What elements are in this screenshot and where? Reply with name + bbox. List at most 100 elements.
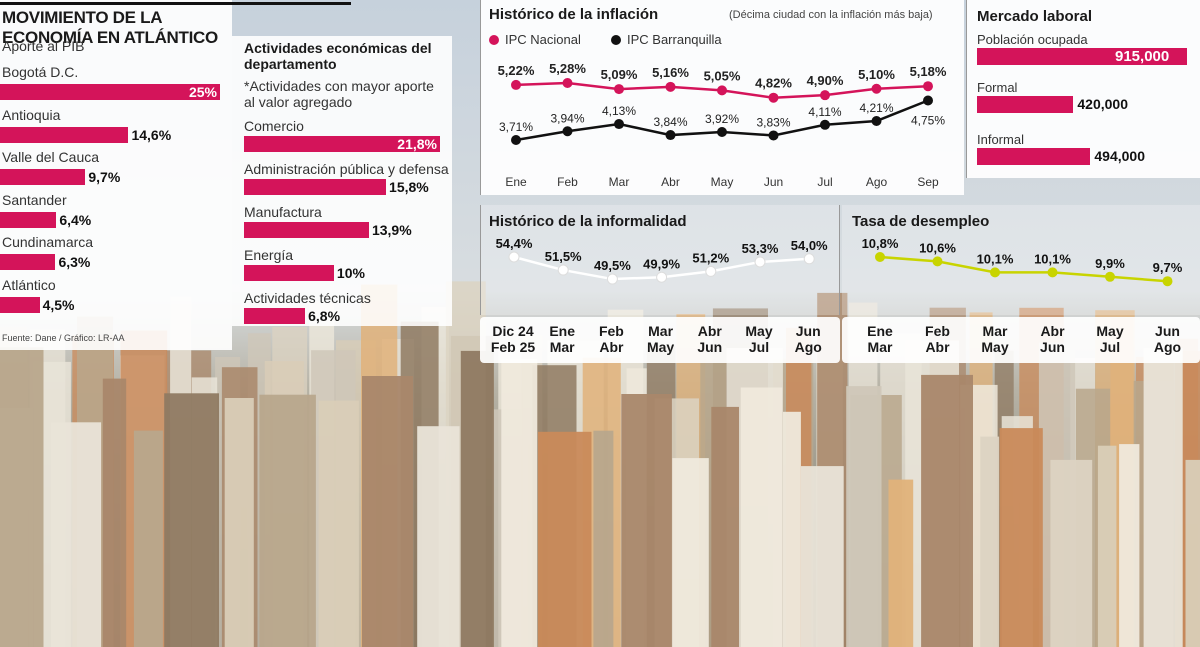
bar-category-label: Valle del Cauca xyxy=(2,149,100,165)
data-label: 4,82% xyxy=(755,76,792,91)
data-label: 4,13% xyxy=(602,104,636,118)
bar-value-label: 21,8% xyxy=(397,136,437,152)
informality-panel: Histórico de la informalidad 54,4% 51,5% 4… xyxy=(480,205,840,363)
data-label: 5,05% xyxy=(704,68,741,83)
building xyxy=(362,376,413,647)
bar-category-label: Santander xyxy=(2,191,67,208)
labor-value-label: 494,000 xyxy=(1094,148,1145,164)
data-point xyxy=(614,119,624,130)
bar xyxy=(0,296,40,313)
building xyxy=(164,393,219,647)
data-label: 3,83% xyxy=(756,115,790,129)
data-point xyxy=(923,95,933,106)
data-point xyxy=(606,273,618,285)
legend-label-nacional: IPC Nacional xyxy=(505,32,581,47)
x-tick-label: Ene xyxy=(505,175,527,189)
x-tick-label: Feb xyxy=(557,175,578,189)
data-label: 10,1% xyxy=(1034,251,1071,266)
data-point xyxy=(705,265,717,277)
building xyxy=(593,430,614,647)
building xyxy=(888,479,914,647)
informality-plot-area: Histórico de la informalidad 54,4% 51,5% 4… xyxy=(480,205,840,315)
bar-category-label: Energía xyxy=(244,247,294,263)
data-point xyxy=(754,256,766,268)
unemployment-panel: Tasa de desempleo 10,8% 10,6% 10,1% 10,1% 9,… xyxy=(842,205,1200,363)
data-label: 3,71% xyxy=(499,120,533,134)
building xyxy=(782,411,801,647)
labor-value-label: 915,000 xyxy=(1115,48,1170,65)
unemployment-plot-area: Tasa de desempleo 10,8% 10,6% 10,1% 10,1% 9,… xyxy=(842,205,1200,315)
data-point xyxy=(1162,276,1173,287)
data-point xyxy=(990,267,1000,278)
legend-ipc-barranquilla: IPC Barranquilla xyxy=(611,32,722,47)
data-label: 9,7% xyxy=(1153,260,1183,275)
building xyxy=(51,422,102,647)
unemployment-title: Tasa de desempleo xyxy=(852,213,990,230)
x-tick-label: Jun Ago xyxy=(1153,323,1182,355)
x-tick-label: Mar xyxy=(609,175,630,189)
title-rule xyxy=(0,2,351,5)
building xyxy=(980,436,1000,647)
inflation-chart: 5,22% 5,28% 5,09% 5,16% 5,05% 4,82% 4,90% 5,10%… xyxy=(498,61,947,189)
source-note: Fuente: Dane / Gráfico: LR-AA xyxy=(2,333,125,343)
inflation-title: Histórico de la inflación xyxy=(489,6,659,23)
building xyxy=(1143,348,1183,647)
data-point xyxy=(665,81,676,92)
data-label: 51,5% xyxy=(545,249,582,264)
bar xyxy=(0,169,86,185)
building xyxy=(460,350,494,647)
activities-title: Actividades económicas del departamento xyxy=(244,40,432,72)
x-tick-label: May Jul xyxy=(1096,323,1124,355)
data-label: 5,18% xyxy=(910,64,947,79)
data-point xyxy=(768,92,779,103)
bar-category-label: Comercio xyxy=(244,118,304,134)
building xyxy=(318,400,359,647)
x-tick-label: Feb Abr xyxy=(925,323,950,355)
data-label: 10,8% xyxy=(862,236,899,251)
bar-value-label: 25% xyxy=(188,84,217,100)
data-point xyxy=(871,83,882,94)
data-label: 5,22% xyxy=(498,63,535,78)
data-point xyxy=(562,126,573,137)
x-tick-label: Sep xyxy=(917,175,939,189)
data-label: 49,5% xyxy=(594,258,631,273)
data-point xyxy=(557,264,569,276)
pib-panel: MOVIMIENTO DE LA ECONOMÍA EN ATLÁNTICO A… xyxy=(0,0,351,350)
data-point xyxy=(511,79,521,90)
unemployment-chart: 10,8% 10,6% 10,1% 10,1% 9,9% 9,7% xyxy=(862,236,1183,287)
data-label: 5,09% xyxy=(601,67,638,82)
bar xyxy=(0,126,129,143)
building xyxy=(800,466,844,647)
labor-bar xyxy=(977,96,1074,113)
data-point xyxy=(932,256,943,267)
data-point xyxy=(820,90,830,101)
bar xyxy=(244,179,387,195)
building xyxy=(102,378,127,647)
data-label: 3,92% xyxy=(705,112,739,126)
data-point xyxy=(820,119,830,130)
bar-value-label: 6,8% xyxy=(308,308,341,324)
informality-title: Histórico de la informalidad xyxy=(489,213,687,230)
legend-ipc-nacional: IPC Nacional xyxy=(489,32,581,47)
data-point xyxy=(508,251,520,263)
data-point xyxy=(768,130,779,141)
bar-category-label: Administración pública y defensa xyxy=(244,161,449,177)
data-label: 4,21% xyxy=(859,101,893,115)
bar-value-label: 14,6% xyxy=(131,126,172,143)
building xyxy=(417,426,460,647)
data-point xyxy=(1047,267,1058,278)
inflation-subtitle: (Décima ciudad con la inflación más baja… xyxy=(729,9,933,21)
x-tick-label: Abr Jun xyxy=(697,323,723,355)
bar-value-label: 6,3% xyxy=(58,254,91,270)
data-point xyxy=(562,78,573,88)
bar-value-label: 15,8% xyxy=(389,179,429,195)
bar xyxy=(244,265,334,281)
data-label: 5,10% xyxy=(858,67,895,82)
bar-category-label: Antioquia xyxy=(2,106,61,123)
data-label: 10,6% xyxy=(919,240,956,255)
bar xyxy=(0,84,220,100)
building xyxy=(538,431,592,647)
data-point xyxy=(1105,271,1115,282)
x-tick-label: May Jul xyxy=(745,323,773,355)
building xyxy=(133,430,163,647)
